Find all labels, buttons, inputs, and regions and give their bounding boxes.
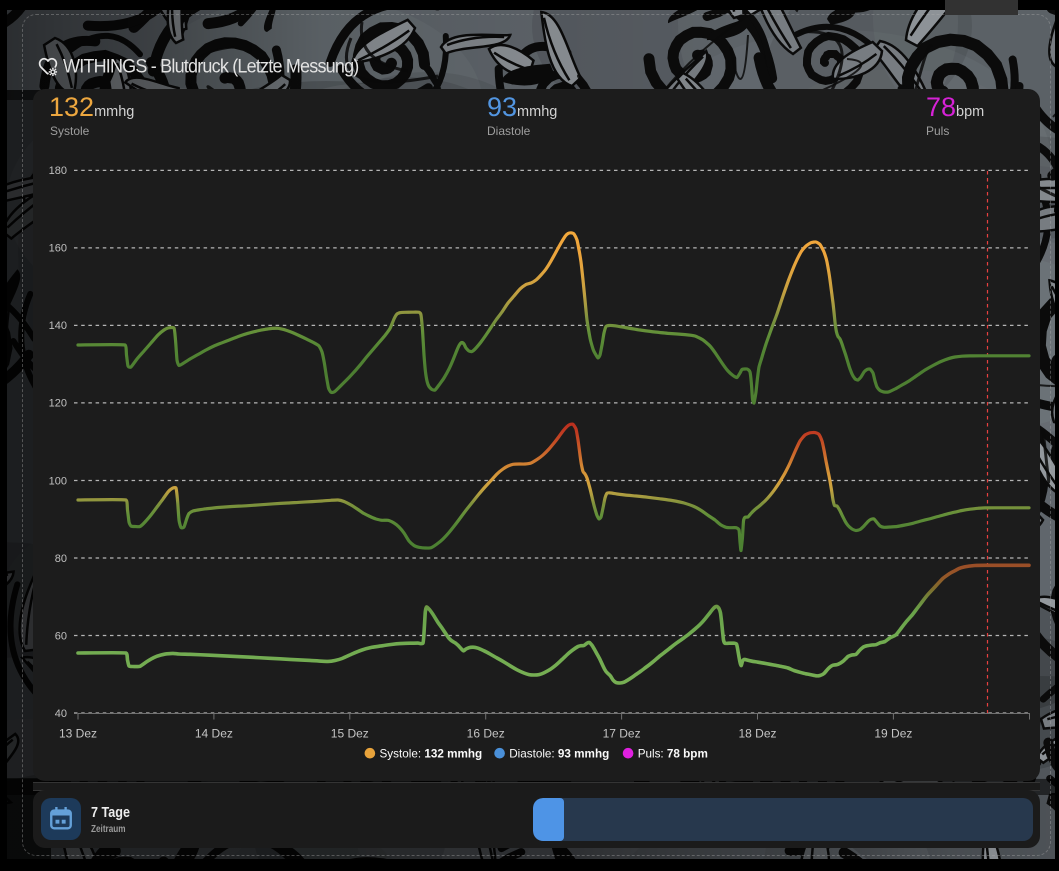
- svg-text:80: 80: [55, 553, 67, 565]
- svg-text:17 Dez: 17 Dez: [603, 727, 641, 741]
- svg-text:160: 160: [49, 243, 67, 255]
- svg-text:14 Dez: 14 Dez: [195, 727, 233, 741]
- svg-text:15 Dez: 15 Dez: [331, 727, 369, 741]
- svg-text:60: 60: [55, 630, 67, 642]
- svg-text:140: 140: [49, 320, 67, 332]
- svg-text:16 Dez: 16 Dez: [467, 727, 505, 741]
- svg-text:180: 180: [49, 165, 67, 177]
- svg-text:100: 100: [49, 475, 67, 487]
- svg-text:Systole: 132 mmhg: Systole: 132 mmhg: [380, 748, 483, 761]
- svg-text:Puls: 78 bpm: Puls: 78 bpm: [638, 748, 708, 761]
- svg-text:18 Dez: 18 Dez: [738, 727, 776, 741]
- svg-text:13 Dez: 13 Dez: [59, 727, 97, 741]
- svg-text:120: 120: [49, 398, 67, 410]
- svg-text:Diastole: 93 mmhg: Diastole: 93 mmhg: [509, 748, 609, 761]
- svg-text:19 Dez: 19 Dez: [874, 727, 912, 741]
- svg-text:40: 40: [55, 708, 67, 720]
